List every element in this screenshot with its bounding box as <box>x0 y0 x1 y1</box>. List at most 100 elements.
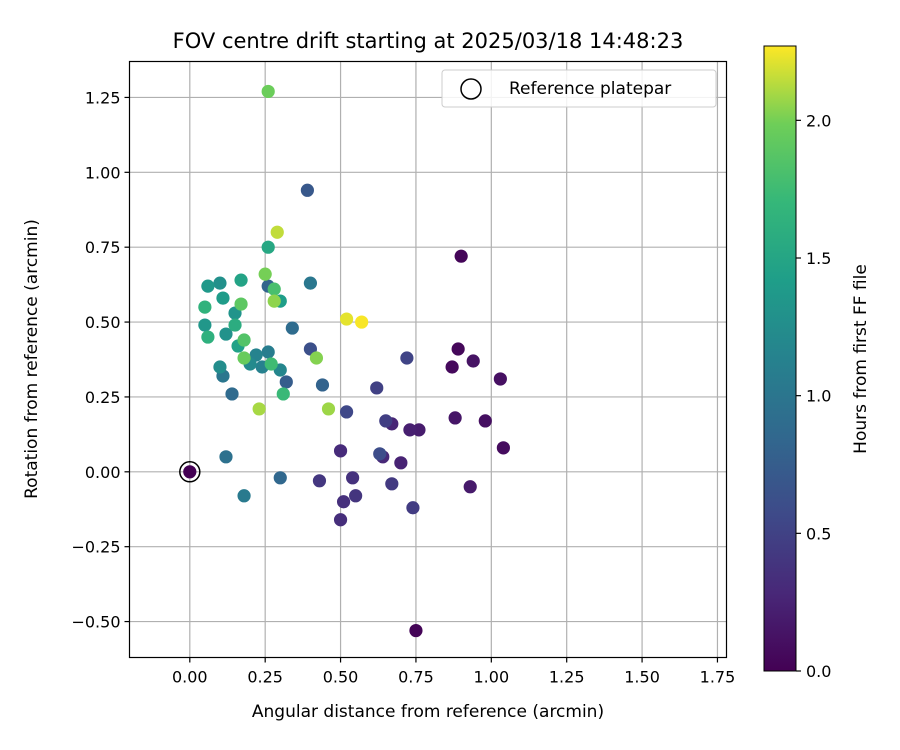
data-point <box>493 372 507 386</box>
data-point <box>370 381 384 395</box>
data-point <box>276 387 290 401</box>
data-point <box>463 480 477 494</box>
y-tick-label: 0.75 <box>85 238 121 257</box>
data-point <box>300 183 314 197</box>
data-point <box>261 345 275 359</box>
data-point <box>349 489 363 503</box>
y-tick-label: 1.00 <box>85 163 121 182</box>
chart-title: FOV centre drift starting at 2025/03/18 … <box>173 29 684 53</box>
y-tick-label: 0.50 <box>85 313 121 332</box>
x-tick-label: 1.75 <box>700 668 736 687</box>
data-point <box>312 474 327 488</box>
data-point <box>373 447 387 461</box>
data-point <box>409 623 423 638</box>
data-points <box>183 84 510 638</box>
data-point <box>333 444 348 458</box>
x-tick-label: 1.25 <box>549 668 585 687</box>
data-point <box>412 423 426 437</box>
legend-reference-marker <box>460 78 482 100</box>
data-point <box>201 330 215 344</box>
colorbar-gradient <box>763 45 797 672</box>
colorbar: 0.0 0.5 1.0 1.5 2.0 Hours from first FF file <box>763 45 871 681</box>
data-point <box>279 375 293 389</box>
data-point <box>478 414 492 428</box>
data-point <box>258 267 272 281</box>
y-tick-label: 1.25 <box>85 88 121 107</box>
data-point <box>213 360 227 374</box>
data-point <box>321 402 336 416</box>
data-point <box>225 387 239 401</box>
data-point <box>234 297 248 311</box>
colorbar-tick-label: 0.5 <box>806 524 831 543</box>
data-point <box>252 402 266 416</box>
data-point <box>198 318 212 332</box>
data-point <box>228 318 242 332</box>
data-point <box>394 456 408 470</box>
data-point <box>339 405 354 419</box>
data-point <box>303 276 318 290</box>
data-point <box>237 351 251 365</box>
data-point <box>198 300 212 314</box>
y-axis-label: Rotation from reference (arcmin) <box>22 219 42 499</box>
data-point <box>454 249 468 263</box>
data-point <box>285 321 299 335</box>
colorbar-ticks: 0.0 0.5 1.0 1.5 2.0 <box>796 111 831 681</box>
grid-lines <box>129 61 727 658</box>
data-point <box>336 495 351 509</box>
x-tick-label: 1.00 <box>474 668 510 687</box>
data-point <box>309 351 324 365</box>
data-point <box>445 360 459 374</box>
data-point <box>339 312 354 326</box>
y-tick-label: 0.00 <box>85 463 121 482</box>
legend: Reference platepar <box>441 69 717 108</box>
data-point <box>496 441 510 455</box>
y-tick-label: 0.25 <box>85 388 121 407</box>
y-tick-label: −0.25 <box>71 538 120 557</box>
data-point <box>237 333 251 347</box>
legend-entry-reference: Reference platepar <box>509 79 671 99</box>
y-axis-ticks: −0.50 −0.25 0.00 0.25 0.50 0.75 1.00 1.25 <box>71 88 130 632</box>
data-point <box>355 315 369 329</box>
data-point <box>403 423 417 437</box>
data-point <box>379 414 393 428</box>
colorbar-tick-label: 2.0 <box>806 111 831 130</box>
x-axis-label: Angular distance from reference (arcmin) <box>252 702 604 722</box>
x-tick-label: 0.00 <box>172 668 208 687</box>
data-point <box>270 225 284 239</box>
data-point <box>219 450 233 464</box>
colorbar-tick-label: 1.0 <box>806 387 831 406</box>
data-point <box>385 477 399 491</box>
data-point <box>264 357 278 371</box>
colorbar-tick-label: 0.0 <box>806 662 831 681</box>
data-point <box>267 282 281 296</box>
data-point <box>267 294 281 308</box>
data-point <box>201 279 215 293</box>
data-point <box>406 501 420 515</box>
data-point <box>273 471 287 485</box>
x-axis-ticks: 0.00 0.25 0.50 0.75 1.00 1.25 1.50 1.75 <box>172 657 736 687</box>
x-tick-label: 0.25 <box>247 668 283 687</box>
data-point <box>451 342 465 356</box>
data-point <box>261 240 275 254</box>
colorbar-label: Hours from first FF file <box>851 264 871 454</box>
plot-frame <box>128 60 728 659</box>
data-point <box>237 489 251 503</box>
data-point <box>213 276 227 290</box>
y-tick-label: −0.50 <box>71 613 120 632</box>
data-point <box>234 273 248 287</box>
reference-marker <box>179 461 201 483</box>
data-point <box>219 327 233 341</box>
x-tick-label: 1.50 <box>624 668 660 687</box>
x-tick-label: 0.75 <box>398 668 434 687</box>
colorbar-tick-label: 1.5 <box>806 249 831 268</box>
data-point <box>333 513 348 527</box>
data-point <box>346 471 360 485</box>
x-tick-label: 0.50 <box>323 668 359 687</box>
data-point <box>448 411 462 425</box>
data-point <box>315 378 330 392</box>
data-point <box>216 291 230 305</box>
legend-box <box>441 69 717 108</box>
data-point <box>466 354 480 368</box>
data-point <box>183 465 197 479</box>
